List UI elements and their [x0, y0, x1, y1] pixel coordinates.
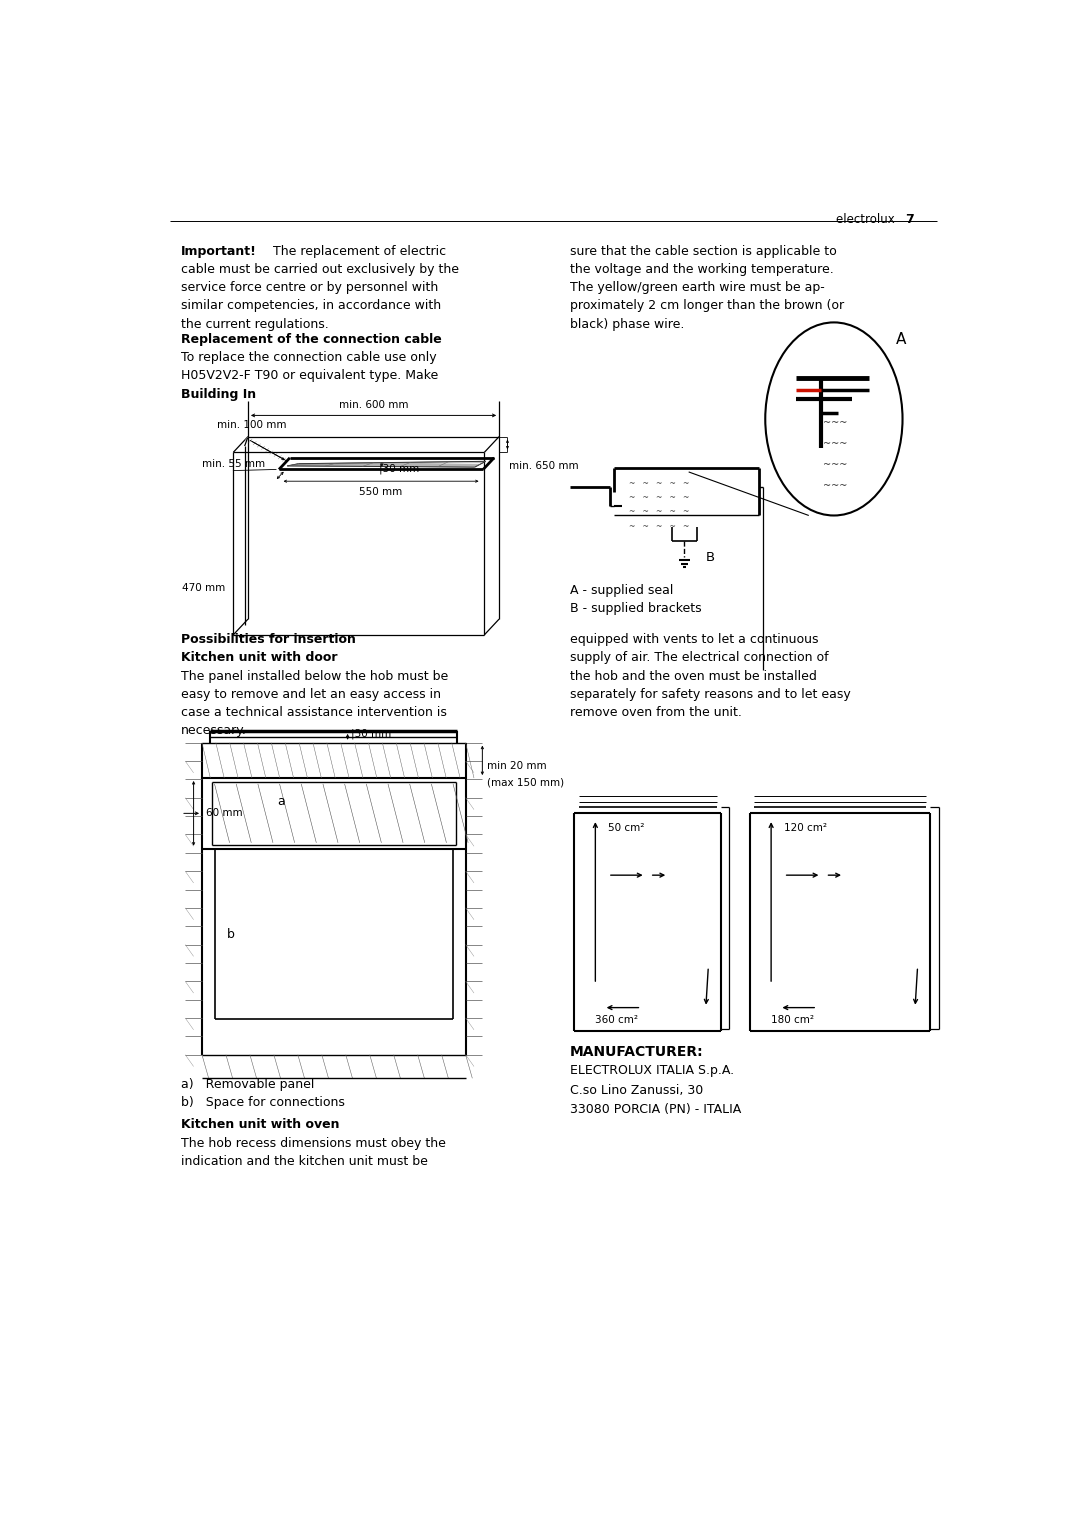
Text: ELECTROLUX ITALIA S.p.A.: ELECTROLUX ITALIA S.p.A.: [570, 1064, 734, 1078]
Text: |30 mm: |30 mm: [379, 463, 420, 474]
Text: case a technical assistance intervention is: case a technical assistance intervention…: [181, 706, 447, 719]
Text: The hob recess dimensions must obey the: The hob recess dimensions must obey the: [181, 1136, 446, 1150]
Text: The replacement of electric: The replacement of electric: [269, 245, 446, 258]
Text: a: a: [278, 795, 285, 809]
Text: The panel installed below the hob must be: The panel installed below the hob must b…: [181, 670, 448, 683]
Text: indication and the kitchen unit must be: indication and the kitchen unit must be: [181, 1154, 428, 1168]
Text: 120 cm²: 120 cm²: [784, 823, 826, 833]
Text: proximately 2 cm longer than the brown (or: proximately 2 cm longer than the brown (…: [570, 300, 845, 312]
Text: b: b: [227, 928, 235, 940]
Text: necessary.: necessary.: [181, 725, 247, 737]
Text: 360 cm²: 360 cm²: [595, 1015, 638, 1026]
Text: similar competencies, in accordance with: similar competencies, in accordance with: [181, 300, 441, 312]
Text: Important!: Important!: [181, 245, 257, 258]
Text: min 20 mm: min 20 mm: [486, 761, 546, 771]
Text: the hob and the oven must be installed: the hob and the oven must be installed: [570, 670, 818, 683]
Text: 550 mm: 550 mm: [360, 488, 403, 497]
Text: ~   ~   ~   ~   ~: ~ ~ ~ ~ ~: [629, 479, 689, 488]
Text: supply of air. The electrical connection of: supply of air. The electrical connection…: [570, 651, 828, 665]
Text: electrolux: electrolux: [836, 213, 899, 226]
Text: min. 100 mm: min. 100 mm: [217, 419, 287, 430]
Text: remove oven from the unit.: remove oven from the unit.: [570, 706, 742, 719]
Text: 470 mm: 470 mm: [181, 583, 225, 593]
Text: MANUFACTURER:: MANUFACTURER:: [570, 1046, 704, 1060]
Text: separately for safety reasons and to let easy: separately for safety reasons and to let…: [570, 688, 851, 700]
Text: A: A: [895, 332, 906, 347]
Text: The yellow/green earth wire must be ap-: The yellow/green earth wire must be ap-: [570, 281, 825, 294]
Text: |30 mm: |30 mm: [351, 729, 391, 739]
Text: 7: 7: [905, 213, 914, 226]
Text: the current regulations.: the current regulations.: [181, 318, 328, 330]
Text: ~   ~   ~   ~   ~: ~ ~ ~ ~ ~: [629, 494, 689, 503]
Text: ~~~: ~~~: [823, 482, 848, 491]
Text: To replace the connection cable use only: To replace the connection cable use only: [181, 352, 436, 364]
Text: 180 cm²: 180 cm²: [771, 1015, 814, 1026]
Text: B: B: [705, 550, 715, 564]
Text: Replacement of the connection cable: Replacement of the connection cable: [181, 333, 442, 346]
Text: sure that the cable section is applicable to: sure that the cable section is applicabl…: [570, 245, 837, 258]
Text: ~~~: ~~~: [823, 417, 848, 428]
Text: cable must be carried out exclusively by the: cable must be carried out exclusively by…: [181, 263, 459, 275]
Text: H05V2V2-F T90 or equivalent type. Make: H05V2V2-F T90 or equivalent type. Make: [181, 370, 438, 382]
Text: black) phase wire.: black) phase wire.: [570, 318, 685, 330]
Text: a)   Removable panel: a) Removable panel: [181, 1078, 314, 1092]
Text: ~   ~   ~   ~   ~: ~ ~ ~ ~ ~: [629, 521, 689, 531]
Text: min. 600 mm: min. 600 mm: [339, 399, 408, 410]
Text: Kitchen unit with oven: Kitchen unit with oven: [181, 1118, 339, 1131]
Text: service force centre or by personnel with: service force centre or by personnel wit…: [181, 281, 438, 294]
Text: B - supplied brackets: B - supplied brackets: [570, 602, 702, 615]
Text: Building In: Building In: [181, 388, 256, 401]
Text: 50 cm²: 50 cm²: [608, 823, 645, 833]
Text: ~~~: ~~~: [823, 439, 848, 448]
Text: C.so Lino Zanussi, 30: C.so Lino Zanussi, 30: [570, 1084, 703, 1096]
Text: Possibilities for insertion: Possibilities for insertion: [181, 633, 356, 647]
Text: (max 150 mm): (max 150 mm): [486, 778, 564, 787]
Text: easy to remove and let an easy access in: easy to remove and let an easy access in: [181, 688, 441, 700]
Text: Kitchen unit with door: Kitchen unit with door: [181, 651, 338, 665]
Text: ~~~: ~~~: [823, 460, 848, 469]
Text: ~   ~   ~   ~   ~: ~ ~ ~ ~ ~: [629, 508, 689, 517]
Text: equipped with vents to let a continuous: equipped with vents to let a continuous: [570, 633, 819, 647]
Text: A - supplied seal: A - supplied seal: [570, 584, 674, 596]
Text: b)   Space for connections: b) Space for connections: [181, 1096, 345, 1110]
Text: 33080 PORCIA (PN) - ITALIA: 33080 PORCIA (PN) - ITALIA: [570, 1102, 742, 1116]
Text: min. 55 mm: min. 55 mm: [202, 459, 265, 468]
Text: the voltage and the working temperature.: the voltage and the working temperature.: [570, 263, 834, 275]
Text: min. 650 mm: min. 650 mm: [509, 462, 579, 471]
Text: 60 mm: 60 mm: [206, 809, 243, 818]
